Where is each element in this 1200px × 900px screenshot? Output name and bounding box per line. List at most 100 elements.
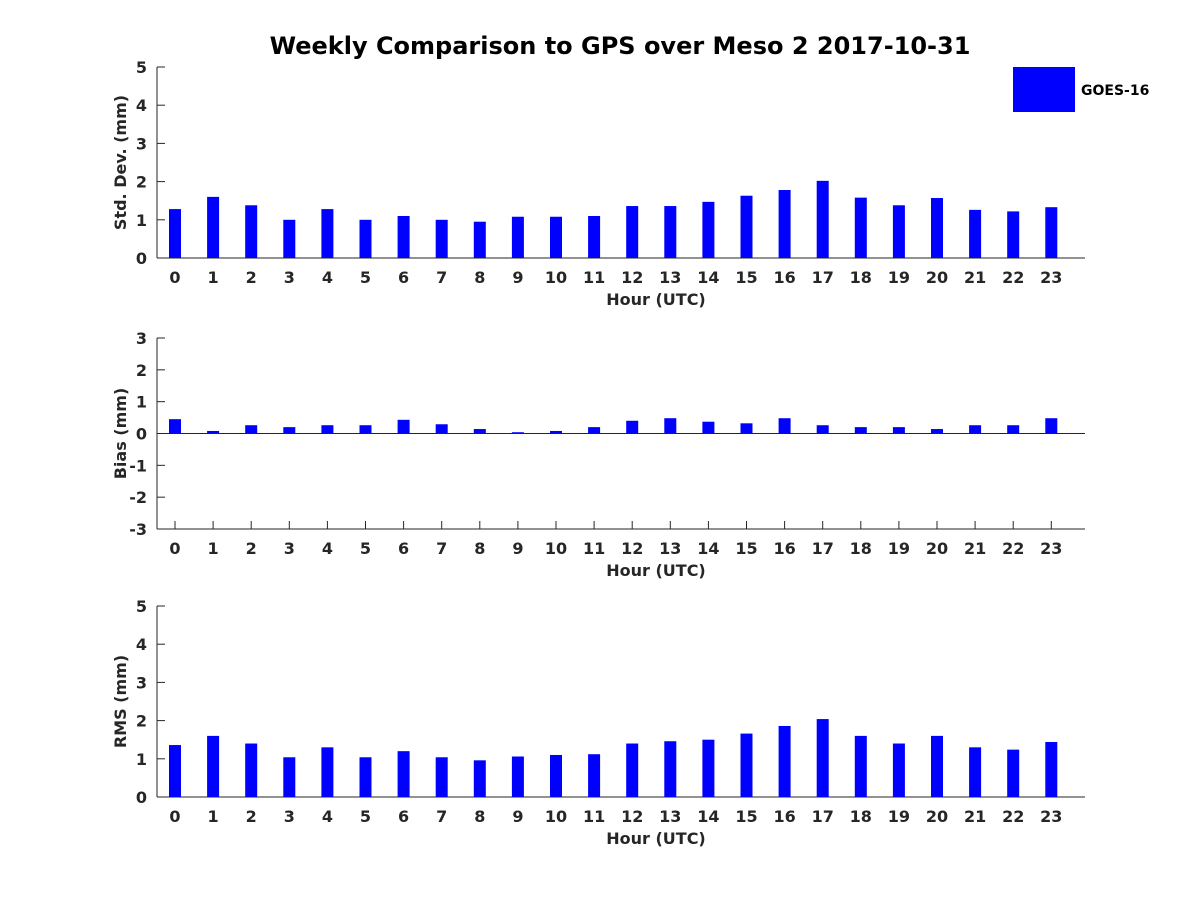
bar-hour-5 [359,219,372,258]
y-tick-label: 3 [136,329,147,348]
bar-hour-15 [740,733,753,797]
x-tick-label: 10 [545,268,567,287]
bar-hour-8 [473,429,486,434]
x-axis-label: Hour (UTC) [606,290,706,309]
x-tick-label: 20 [926,539,948,558]
bar-hour-22 [1007,749,1020,797]
bar-hour-2 [245,205,258,258]
y-axis-label: RMS (mm) [111,655,130,748]
x-tick-label: 6 [398,268,409,287]
x-tick-label: 6 [398,539,409,558]
bar-hour-23 [1045,207,1058,258]
x-tick-label: 12 [621,539,643,558]
bar-hour-17 [816,425,829,434]
bar-hour-15 [740,195,753,258]
bar-hour-4 [321,425,334,434]
x-tick-label: 11 [583,539,605,558]
bar-hour-11 [588,427,601,434]
x-tick-label: 5 [360,807,371,826]
bar-hour-0 [169,209,181,258]
bar-hour-8 [473,221,486,258]
bar-hour-5 [359,757,372,797]
x-tick-label: 12 [621,268,643,287]
x-tick-label: 3 [284,539,295,558]
bar-hour-20 [931,735,943,797]
x-tick-label: 6 [398,807,409,826]
y-tick-label: -2 [129,488,147,507]
y-axis-label: Bias (mm) [111,388,130,480]
x-tick-label: 20 [926,268,948,287]
bar-hour-16 [778,725,791,797]
x-tick-label: 8 [474,268,485,287]
bar-hour-5 [359,425,372,434]
bar-hour-7 [435,219,448,258]
bar-hour-9 [511,216,524,258]
bar-hour-7 [435,424,448,434]
bar-hour-17 [816,719,829,797]
x-tick-label: 2 [246,807,257,826]
bar-hour-10 [550,430,562,434]
bar-hour-14 [702,739,715,797]
x-tick-label: 17 [812,268,834,287]
x-tick-label: 9 [512,268,523,287]
legend-label: GOES-16 [1081,83,1149,99]
bar-hour-20 [931,429,943,434]
bar-hour-9 [511,756,524,797]
x-tick-label: 7 [436,807,447,826]
bar-hour-21 [969,425,982,434]
x-tick-label: 18 [850,807,872,826]
bar-hour-10 [550,216,562,258]
bar-hour-0 [169,745,181,797]
x-tick-label: 14 [697,807,719,826]
x-tick-label: 1 [208,268,219,287]
y-tick-label: 5 [136,58,147,77]
bar-hour-1 [207,430,220,434]
x-tick-label: 16 [773,268,795,287]
bar-hour-17 [816,180,829,258]
x-tick-label: 11 [583,807,605,826]
y-tick-label: 3 [136,673,147,692]
x-tick-label: 9 [512,539,523,558]
bar-hour-16 [778,418,791,434]
bar-hour-3 [283,757,296,797]
x-tick-label: 21 [964,807,986,826]
bar-hour-11 [588,215,601,258]
x-tick-label: 15 [735,807,757,826]
x-tick-label: 0 [169,807,180,826]
bar-hour-4 [321,747,334,797]
x-tick-label: 22 [1002,807,1024,826]
bar-hour-1 [207,196,220,258]
x-tick-label: 17 [812,807,834,826]
bar-hour-13 [664,741,677,797]
x-tick-label: 8 [474,539,485,558]
bar-hour-3 [283,219,296,258]
legend: GOES-16 [1013,67,1149,112]
y-tick-label: 5 [136,597,147,616]
x-tick-label: 17 [812,539,834,558]
x-tick-label: 2 [246,268,257,287]
y-axis-label: Std. Dev. (mm) [111,95,130,230]
bar-hour-14 [702,201,715,258]
x-axis-label: Hour (UTC) [606,829,706,848]
bar-hour-16 [778,190,791,258]
x-tick-label: 8 [474,807,485,826]
x-tick-label: 21 [964,539,986,558]
x-tick-label: 5 [360,539,371,558]
bar-hour-8 [473,760,486,797]
x-tick-label: 10 [545,807,567,826]
bar-hour-6 [397,419,410,434]
x-axis-label: Hour (UTC) [606,561,706,580]
x-tick-label: 23 [1040,539,1062,558]
bar-hour-19 [892,427,905,434]
bar-hour-22 [1007,211,1020,258]
bar-hour-14 [702,421,715,434]
x-tick-label: 3 [284,268,295,287]
bar-hour-23 [1045,418,1058,434]
y-tick-label: 3 [136,134,147,153]
bar-hour-15 [740,423,753,434]
bar-hour-7 [435,757,448,797]
bar-hour-19 [892,205,905,258]
y-tick-label: 0 [136,425,147,444]
